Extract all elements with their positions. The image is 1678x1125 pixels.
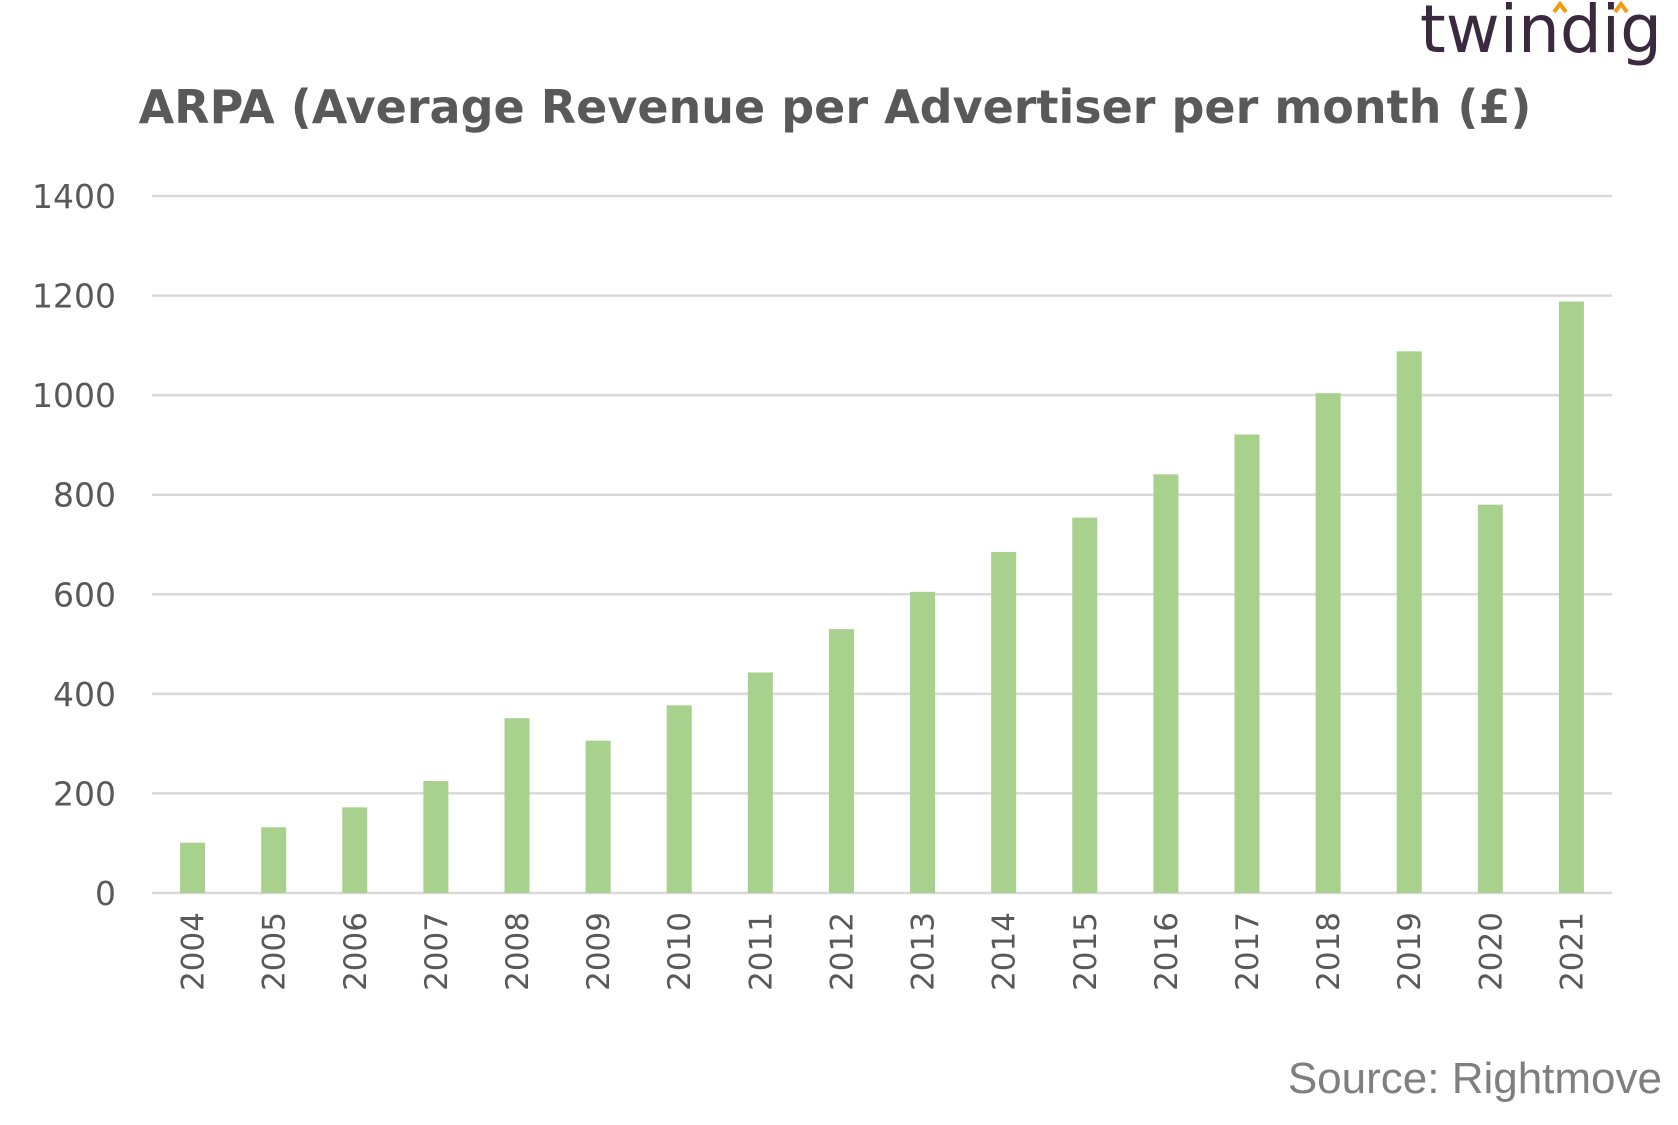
x-tick-label: 2008 bbox=[500, 912, 536, 991]
bar-2014 bbox=[991, 551, 1017, 893]
bar-2008 bbox=[504, 718, 530, 893]
x-tick-label: 2017 bbox=[1230, 912, 1266, 991]
x-tick-label: 2019 bbox=[1392, 912, 1428, 991]
x-tick-label: 2009 bbox=[581, 912, 617, 991]
bar-2011 bbox=[747, 672, 773, 893]
x-axis-ticks: 2004 2005 2006 2007 2008 2009 2010 2011 2012 2013… bbox=[176, 912, 1591, 991]
bar-2005 bbox=[261, 827, 287, 893]
y-tick-label: 400 bbox=[53, 675, 116, 714]
bar-2004 bbox=[180, 842, 206, 893]
twindig-logo: twindig bbox=[1420, 0, 1662, 68]
bar-2018 bbox=[1315, 393, 1341, 893]
logo-accent-icon bbox=[1613, 0, 1629, 14]
x-tick-label: 2021 bbox=[1554, 912, 1590, 991]
y-tick-label: 1400 bbox=[32, 177, 116, 216]
y-tick-label: 1000 bbox=[32, 376, 116, 415]
y-tick-label: 0 bbox=[95, 874, 116, 913]
y-tick-label: 200 bbox=[53, 774, 116, 813]
bar-2017 bbox=[1234, 434, 1260, 893]
brand-name: twindig bbox=[1420, 0, 1662, 68]
bar-2015 bbox=[1072, 517, 1098, 893]
bar-2019 bbox=[1396, 351, 1422, 893]
x-tick-label: 2007 bbox=[419, 912, 455, 991]
bar-2007 bbox=[423, 780, 449, 893]
bars bbox=[180, 301, 1584, 893]
y-tick-label: 600 bbox=[53, 575, 116, 614]
bar-2016 bbox=[1153, 474, 1179, 893]
bar-2021 bbox=[1558, 301, 1584, 893]
x-tick-label: 2005 bbox=[257, 912, 293, 991]
y-tick-label: 800 bbox=[53, 476, 116, 515]
x-tick-label: 2014 bbox=[987, 912, 1023, 991]
source-note: Source: Rightmove bbox=[1288, 1054, 1662, 1103]
x-tick-label: 2004 bbox=[176, 912, 212, 991]
x-tick-label: 2011 bbox=[743, 912, 779, 991]
bar-2006 bbox=[342, 807, 368, 893]
x-tick-label: 2012 bbox=[824, 912, 860, 991]
x-tick-label: 2006 bbox=[338, 912, 374, 991]
bar-2009 bbox=[585, 740, 611, 893]
x-tick-label: 2015 bbox=[1068, 912, 1104, 991]
chart-title: ARPA (Average Revenue per Advertiser per… bbox=[139, 80, 1532, 134]
bar-2010 bbox=[666, 705, 692, 893]
x-tick-label: 2020 bbox=[1473, 912, 1509, 991]
y-axis-ticks: 0 200 400 600 800 1000 1200 1400 bbox=[32, 177, 116, 913]
bar-2020 bbox=[1477, 504, 1503, 893]
x-tick-label: 2016 bbox=[1149, 912, 1185, 991]
bar-2012 bbox=[828, 629, 854, 893]
gridlines bbox=[152, 194, 1612, 895]
logo-accent-icon bbox=[1552, 0, 1568, 14]
x-tick-label: 2013 bbox=[906, 912, 942, 991]
x-tick-label: 2010 bbox=[662, 912, 698, 991]
x-tick-label: 2018 bbox=[1311, 912, 1347, 991]
y-tick-label: 1200 bbox=[32, 277, 116, 316]
bar-2013 bbox=[910, 591, 936, 893]
